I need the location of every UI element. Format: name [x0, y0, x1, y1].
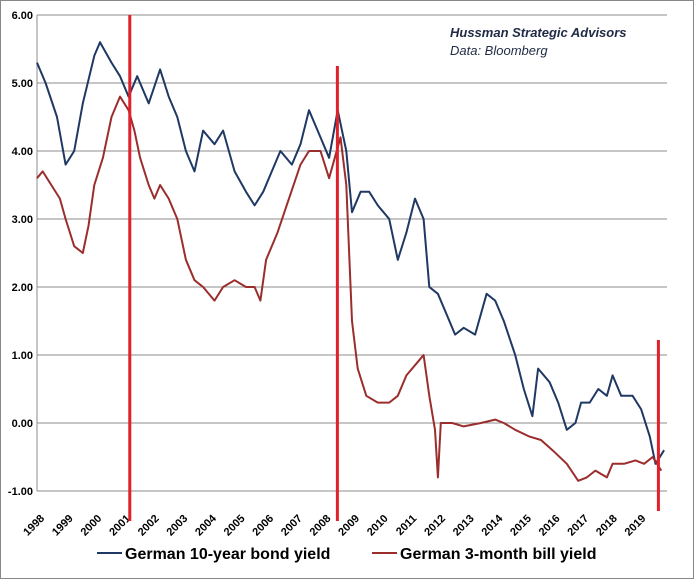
legend-label-bond: German 10-year bond yield	[125, 546, 330, 563]
y-tick-label: 3.00	[12, 214, 33, 226]
y-tick-label: 1.00	[12, 350, 33, 362]
y-tick-label: 6.00	[12, 10, 33, 22]
annotation-data: Data: Bloomberg	[450, 43, 548, 58]
legend-label-bill: German 3-month bill yield	[400, 546, 596, 563]
series-line-bond	[36, 41, 665, 465]
y-tick-label: 0.00	[12, 418, 33, 430]
annotation-source: Hussman Strategic Advisors	[450, 25, 627, 40]
y-tick-label: 2.00	[12, 282, 33, 294]
y-tick-label: 5.00	[12, 78, 33, 90]
y-tick-label: -1.00	[8, 486, 33, 498]
series-line-bill	[36, 95, 663, 482]
y-tick-label: 4.00	[12, 146, 33, 158]
